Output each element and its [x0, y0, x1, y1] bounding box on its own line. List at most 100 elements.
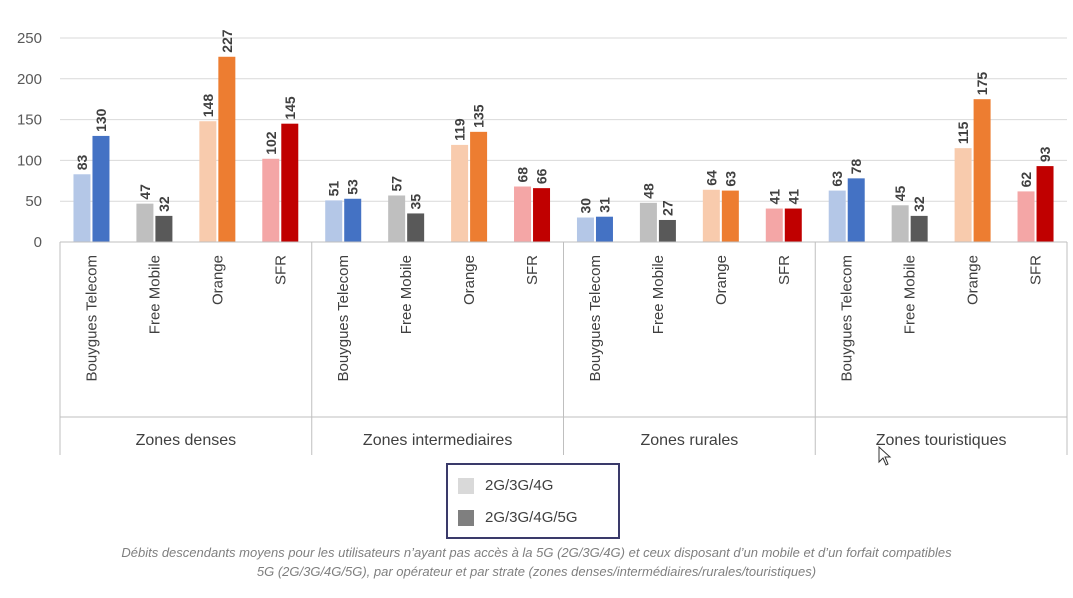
bar: [828, 190, 846, 242]
bar: [514, 186, 532, 242]
value-label: 41: [785, 189, 801, 205]
zone-label: Zones rurales: [640, 432, 738, 449]
value-label: 130: [93, 108, 109, 132]
value-label: 30: [577, 198, 593, 214]
category-axis: Zones denses Bouygues Telecom Free Mobile O…: [59, 241, 1068, 455]
operator-label: Orange: [209, 255, 226, 305]
operator-label: Bouygues Telecom: [83, 255, 100, 381]
value-label: 175: [974, 72, 990, 96]
operator-label: Bouygues Telecom: [587, 255, 604, 381]
bar: [199, 121, 217, 242]
bar: [595, 216, 613, 242]
bar: [1017, 191, 1035, 242]
bar: [388, 195, 406, 242]
legend-swatch: [458, 509, 474, 526]
value-label: 145: [282, 96, 298, 120]
value-label: 53: [345, 179, 361, 195]
bar: [784, 208, 802, 242]
value-label: 64: [703, 170, 719, 186]
legend-label: 2G/3G/4G/5G: [485, 509, 578, 526]
value-label: 66: [534, 168, 550, 184]
bar: [1036, 166, 1054, 242]
value-label: 148: [200, 94, 216, 118]
legend-swatch: [458, 477, 474, 494]
mouse-pointer-icon: [878, 446, 892, 466]
value-label: 51: [326, 181, 342, 197]
zone-label: Zones denses: [136, 432, 237, 449]
bar: [407, 213, 425, 242]
bar: [891, 205, 909, 242]
bar: [73, 174, 91, 242]
value-label: 63: [829, 171, 845, 187]
zone-label: Zones touristiques: [876, 432, 1007, 449]
value-label: 227: [219, 29, 235, 53]
operator-label: SFR: [524, 255, 541, 285]
operator-label: Bouygues Telecom: [839, 255, 856, 381]
bar: [973, 99, 991, 242]
operator-label: Orange: [965, 255, 982, 305]
bar: [658, 219, 676, 242]
value-label: 83: [74, 154, 90, 170]
value-label: 57: [389, 176, 405, 192]
value-label: 32: [156, 196, 172, 212]
chart-caption: Débits descendants moyens pour les utili…: [0, 543, 1073, 581]
operator-label: Orange: [461, 255, 478, 305]
value-label: 62: [1018, 172, 1034, 188]
operator-label: SFR: [1028, 255, 1045, 285]
caption-line: Débits descendants moyens pour les utili…: [121, 545, 952, 560]
operator-label: Orange: [713, 255, 730, 305]
value-label: 102: [263, 131, 279, 155]
legend: 2G/3G/4G 2G/3G/4G/5G: [446, 463, 620, 539]
operator-label: Free Mobile: [650, 255, 667, 334]
operator-label: Free Mobile: [398, 255, 415, 334]
value-label: 78: [848, 159, 864, 175]
value-label: 45: [892, 185, 908, 201]
bar: [954, 148, 972, 242]
value-label: 31: [596, 197, 612, 213]
bar: [136, 203, 154, 242]
legend-item: 2G/3G/4G/5G: [458, 509, 578, 526]
operator-label: Free Mobile: [902, 255, 919, 334]
value-label: 41: [766, 189, 782, 205]
value-label: 32: [911, 196, 927, 212]
operator-label: SFR: [776, 255, 793, 285]
y-tick-label: 150: [17, 112, 42, 129]
y-tick-label: 250: [17, 30, 42, 47]
bar: [639, 202, 657, 242]
bar: [533, 188, 551, 242]
legend-item: 2G/3G/4G: [458, 477, 553, 494]
value-label: 119: [452, 118, 468, 141]
bar: [451, 144, 469, 242]
value-label: 135: [471, 104, 487, 128]
value-label: 47: [137, 184, 153, 200]
value-label: 68: [515, 167, 531, 183]
y-tick-label: 0: [34, 234, 42, 251]
bar: [92, 135, 110, 242]
value-label: 93: [1037, 146, 1053, 162]
zone-label: Zones intermediaires: [363, 432, 512, 449]
value-label: 115: [955, 121, 971, 144]
bar: [262, 158, 280, 242]
operator-label: SFR: [272, 255, 289, 285]
bars: [73, 56, 1054, 242]
y-tick-label: 200: [17, 71, 42, 88]
y-axis-ticks: 0 50 100 150 200 250: [17, 30, 42, 251]
bar: [721, 190, 739, 242]
bar: [910, 215, 928, 242]
bar: [155, 215, 173, 242]
operator-label: Bouygues Telecom: [335, 255, 352, 381]
caption-line: 5G (2G/3G/4G/5G), par opérateur et par s…: [256, 564, 817, 579]
operator-label: Free Mobile: [146, 255, 163, 334]
y-tick-label: 100: [17, 152, 42, 169]
y-tick-label: 50: [25, 193, 42, 210]
bar: [281, 123, 299, 242]
bar: [702, 189, 720, 242]
bar: [576, 217, 594, 242]
bar: [218, 56, 236, 242]
value-label: 27: [659, 200, 675, 216]
value-label: 63: [722, 171, 738, 187]
bar: [765, 208, 783, 242]
bar: [344, 198, 362, 242]
